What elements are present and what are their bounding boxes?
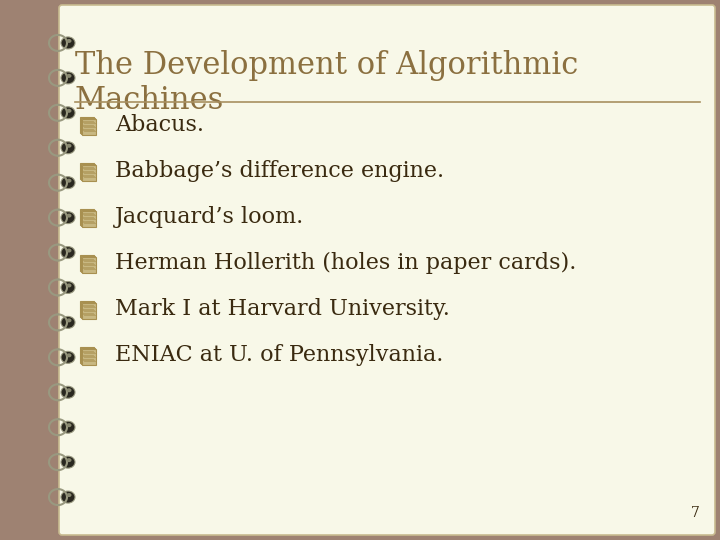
Ellipse shape (61, 37, 75, 49)
Text: Machines: Machines (75, 85, 225, 116)
Ellipse shape (66, 179, 71, 183)
Ellipse shape (66, 214, 71, 218)
FancyBboxPatch shape (80, 163, 94, 179)
Text: ENIAC at U. of Pennsylvania.: ENIAC at U. of Pennsylvania. (115, 344, 444, 366)
Ellipse shape (61, 491, 75, 503)
FancyBboxPatch shape (80, 301, 94, 317)
Ellipse shape (66, 423, 71, 427)
Ellipse shape (66, 353, 71, 357)
FancyBboxPatch shape (81, 256, 95, 272)
FancyBboxPatch shape (81, 164, 95, 180)
FancyBboxPatch shape (80, 209, 94, 225)
Ellipse shape (66, 74, 71, 78)
Text: 7: 7 (691, 506, 700, 520)
Ellipse shape (66, 144, 71, 148)
Ellipse shape (61, 281, 75, 293)
Ellipse shape (61, 212, 75, 224)
Text: Mark I at Harvard University.: Mark I at Harvard University. (115, 298, 450, 320)
Ellipse shape (61, 316, 75, 328)
FancyBboxPatch shape (81, 302, 95, 318)
Ellipse shape (66, 109, 71, 113)
FancyBboxPatch shape (80, 117, 94, 133)
FancyBboxPatch shape (81, 210, 95, 226)
FancyBboxPatch shape (80, 347, 94, 363)
Ellipse shape (61, 456, 75, 468)
Ellipse shape (66, 458, 71, 462)
Ellipse shape (61, 107, 75, 119)
FancyBboxPatch shape (59, 5, 715, 535)
Ellipse shape (61, 72, 75, 84)
Text: Abacus.: Abacus. (115, 114, 204, 136)
Text: Herman Hollerith (holes in paper cards).: Herman Hollerith (holes in paper cards). (115, 252, 577, 274)
FancyBboxPatch shape (82, 303, 96, 319)
FancyBboxPatch shape (81, 118, 95, 134)
FancyBboxPatch shape (82, 211, 96, 227)
Ellipse shape (61, 352, 75, 363)
FancyBboxPatch shape (81, 348, 95, 364)
FancyBboxPatch shape (80, 255, 94, 271)
Ellipse shape (66, 388, 71, 392)
Ellipse shape (66, 39, 71, 43)
Text: The Development of Algorithmic: The Development of Algorithmic (75, 50, 578, 81)
Text: Jacquard’s loom.: Jacquard’s loom. (115, 206, 305, 228)
FancyBboxPatch shape (82, 165, 96, 181)
Ellipse shape (66, 319, 71, 322)
FancyBboxPatch shape (82, 119, 96, 135)
Ellipse shape (66, 248, 71, 253)
Ellipse shape (61, 421, 75, 433)
Ellipse shape (61, 141, 75, 154)
Ellipse shape (66, 493, 71, 497)
Text: Babbage’s difference engine.: Babbage’s difference engine. (115, 160, 444, 182)
Ellipse shape (66, 284, 71, 287)
FancyBboxPatch shape (82, 257, 96, 273)
Ellipse shape (61, 247, 75, 259)
Ellipse shape (61, 386, 75, 399)
FancyBboxPatch shape (82, 349, 96, 365)
Ellipse shape (61, 177, 75, 188)
